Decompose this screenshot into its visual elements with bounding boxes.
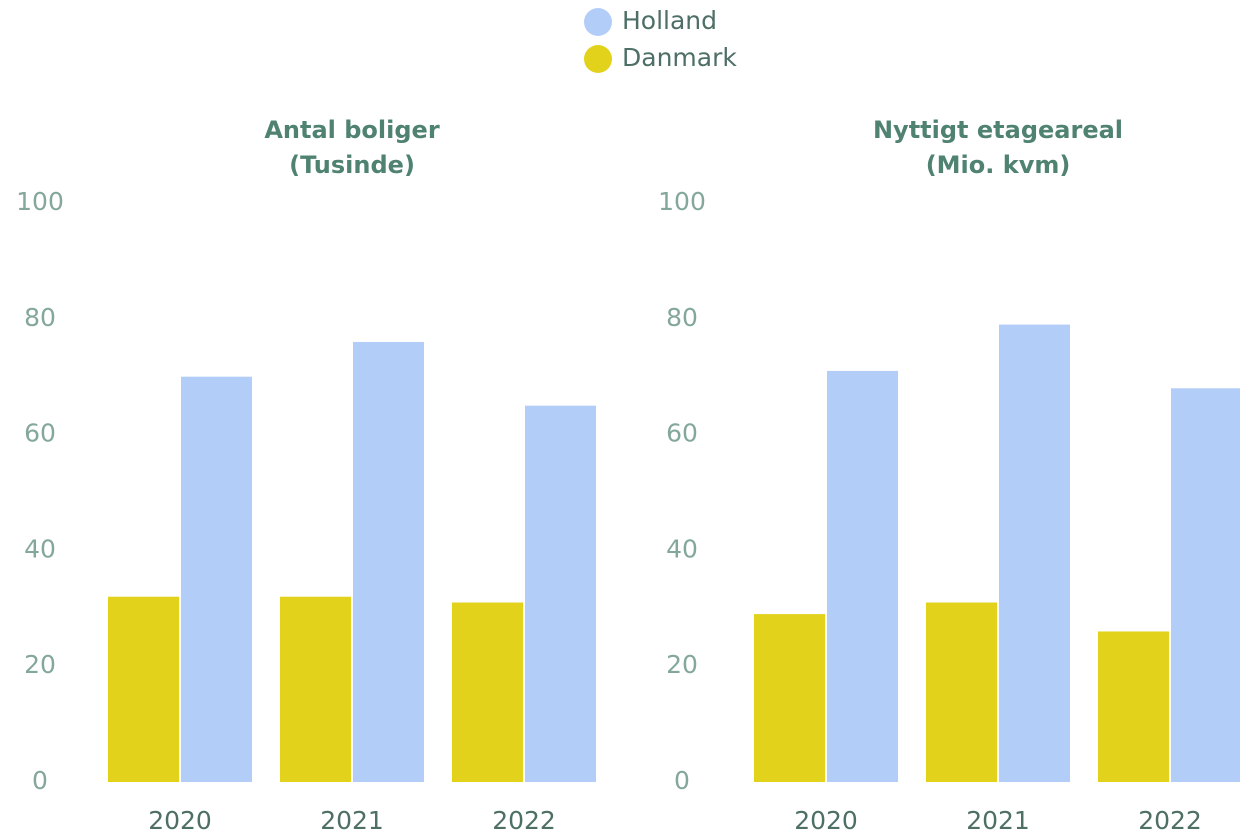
y-tick-label: 20 <box>24 650 56 679</box>
x-tick-label: 2022 <box>492 806 556 835</box>
bar <box>525 405 596 782</box>
bar <box>754 614 825 782</box>
bar <box>452 602 523 782</box>
y-tick-label: 20 <box>666 650 698 679</box>
bar <box>999 324 1070 782</box>
x-tick-label: 2022 <box>1138 806 1202 835</box>
x-tick-label: 2020 <box>148 806 212 835</box>
x-tick-label: 2021 <box>966 806 1030 835</box>
y-tick-label: 40 <box>666 534 698 563</box>
y-tick-label: 80 <box>24 303 56 332</box>
bar <box>1098 631 1169 782</box>
legend-swatch <box>584 45 612 73</box>
bar <box>1171 388 1240 782</box>
legend-label: Danmark <box>622 43 737 72</box>
legend-swatch <box>584 8 612 36</box>
y-tick-label: 80 <box>666 303 698 332</box>
bar <box>926 602 997 782</box>
y-tick-label: 0 <box>32 766 48 795</box>
y-tick-label: 60 <box>666 419 698 448</box>
y-tick-label: 100 <box>658 187 706 216</box>
x-tick-label: 2020 <box>794 806 858 835</box>
y-tick-label: 40 <box>24 534 56 563</box>
charts: Holland Danmark Antal boliger (Tusinde) 0 20 4… <box>16 6 1240 835</box>
bar <box>280 596 351 782</box>
y-tick-label: 0 <box>674 766 690 795</box>
bar <box>108 596 179 782</box>
bar <box>827 370 898 782</box>
bar <box>181 376 252 782</box>
y-tick-label: 100 <box>16 187 64 216</box>
chart-title: Antal boliger <box>264 116 439 144</box>
bar <box>353 341 424 782</box>
chart-subtitle: (Tusinde) <box>289 151 415 179</box>
legend-label: Holland <box>622 6 717 35</box>
y-tick-label: 60 <box>24 419 56 448</box>
x-tick-label: 2021 <box>320 806 384 835</box>
chart-title: Nyttigt etageareal <box>873 116 1123 144</box>
chart-subtitle: (Mio. kvm) <box>926 151 1071 179</box>
